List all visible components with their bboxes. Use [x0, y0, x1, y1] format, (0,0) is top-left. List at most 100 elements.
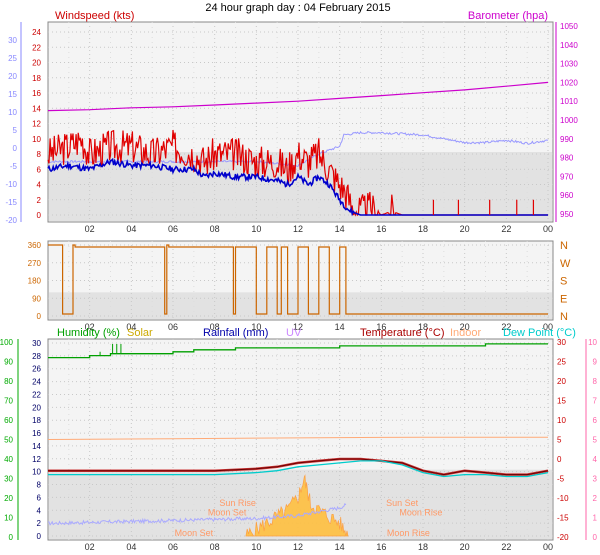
legend-dewpoint: Dew Point (°C)	[503, 327, 576, 339]
barometer-tick: 970	[560, 172, 574, 181]
wind-axis-title: Windspeed (kts)	[55, 10, 134, 22]
x-tick-label: 00	[543, 224, 553, 234]
x-tick-label: 22	[501, 224, 511, 234]
x-tick-label: 04	[126, 542, 136, 552]
wind-speed-tick: 8	[37, 150, 42, 159]
x-tick-label: 02	[85, 542, 95, 552]
wind-speed-tick: 12	[32, 120, 41, 129]
direction-tick: 180	[28, 277, 42, 286]
uv-tick: 3	[593, 475, 598, 484]
wind-speed-tick: 22	[32, 43, 41, 52]
uv-tick: 1	[593, 514, 598, 523]
rainfall-tick: 20	[32, 403, 41, 412]
x-tick-label: 14	[335, 542, 345, 552]
barometer-axis-title: Barometer (hpa)	[468, 10, 548, 22]
x-tick-label: 10	[251, 322, 261, 332]
rainfall-tick: 4	[37, 506, 42, 515]
legend-temperature: Temperature (°C)	[360, 327, 444, 339]
wind-speed-tick: 4	[37, 181, 42, 190]
rainfall-tick: 10	[32, 468, 41, 477]
x-tick-label: 14	[335, 322, 345, 332]
astro-annotation: Moon Set	[175, 528, 214, 538]
temp-axis-tick: -15	[5, 198, 17, 207]
rainfall-tick: 28	[32, 352, 41, 361]
humidity-tick: 80	[4, 377, 13, 386]
temperature-tick: 0	[557, 455, 562, 464]
humidity-tick: 60	[4, 416, 13, 425]
uv-tick: 9	[593, 358, 598, 367]
legend-solar: Solar	[127, 327, 153, 339]
barometer-tick: 980	[560, 154, 574, 163]
humidity-tick: 10	[4, 514, 13, 523]
wind-speed-tick: 14	[32, 104, 41, 113]
rainfall-tick: 0	[37, 532, 42, 541]
series-wind-direction	[48, 244, 548, 315]
series-indoor	[47, 436, 548, 440]
series-humidity	[48, 343, 548, 359]
series-solar	[245, 474, 349, 537]
series-dewpoint	[48, 460, 549, 478]
rainfall-tick: 2	[37, 519, 42, 528]
temperature-tick: -15	[557, 514, 569, 523]
x-tick-label: 06	[168, 542, 178, 552]
astro-annotation: Moon Rise	[399, 508, 442, 518]
uv-tick: 7	[593, 397, 598, 406]
x-tick-label: 22	[501, 322, 511, 332]
humidity-tick: 30	[4, 475, 13, 484]
astro-annotation: Sun Set	[386, 498, 419, 508]
x-tick-label: 20	[460, 322, 470, 332]
rainfall-tick: 18	[32, 416, 41, 425]
legend-indoor: Indoor	[450, 327, 482, 339]
uv-tick: 0	[593, 533, 598, 542]
direction-tick: 90	[32, 294, 41, 303]
uv-tick: 2	[593, 494, 598, 503]
uv-tick: 10	[588, 338, 597, 347]
astro-annotation: Moon Set	[208, 508, 247, 518]
x-tick-label: 06	[168, 224, 178, 234]
temp-axis-tick: -5	[10, 162, 18, 171]
compass-tick: S	[560, 276, 567, 288]
temperature-tick: -10	[557, 494, 569, 503]
series-barometer	[47, 81, 549, 112]
humidity-tick: 20	[4, 494, 13, 503]
astro-annotation: Moon Rise	[387, 528, 430, 538]
wind-speed-tick: 18	[32, 74, 41, 83]
compass-tick: E	[560, 293, 567, 305]
x-tick-label: 10	[251, 542, 261, 552]
uv-tick: 5	[593, 436, 598, 445]
wind-speed-tick: 24	[32, 28, 41, 37]
x-tick-label: 00	[543, 542, 553, 552]
humidity-tick: 90	[4, 358, 13, 367]
x-tick-label: 18	[418, 542, 428, 552]
x-tick-label: 04	[126, 322, 136, 332]
x-tick-label: 22	[501, 542, 511, 552]
legend-humidity: Humidity (%)	[57, 327, 120, 339]
wind-speed-tick: 10	[32, 135, 41, 144]
humidity-tick: 50	[4, 436, 13, 445]
x-tick-label: 12	[293, 542, 303, 552]
x-tick-label: 08	[210, 542, 220, 552]
panel-band-1	[49, 152, 552, 221]
barometer-tick: 1050	[560, 22, 578, 31]
legend-rainfall: Rainfall (mm)	[203, 327, 268, 339]
temp-axis-tick: -10	[5, 180, 17, 189]
temp-axis-tick: 20	[8, 72, 17, 81]
wind-speed-tick: 20	[32, 59, 41, 68]
series-temperature	[48, 458, 549, 476]
astro-annotation: Sun Rise	[219, 498, 256, 508]
direction-tick: 270	[28, 259, 42, 268]
compass-tick: N	[560, 311, 568, 323]
rainfall-tick: 8	[37, 481, 42, 490]
temp-axis-tick: 10	[8, 108, 17, 117]
rainfall-tick: 24	[32, 378, 41, 387]
temp-axis-tick: 25	[8, 54, 17, 63]
x-tick-label: 06	[168, 322, 178, 332]
rainfall-tick: 16	[32, 429, 41, 438]
humidity-tick: 100	[0, 338, 14, 347]
x-tick-label: 08	[210, 224, 220, 234]
temperature-tick: 25	[557, 358, 566, 367]
uv-tick: 6	[593, 416, 598, 425]
graph-title: 24 hour graph day : 04 February 2015	[205, 2, 390, 14]
barometer-tick: 990	[560, 135, 574, 144]
rainfall-tick: 30	[32, 339, 41, 348]
